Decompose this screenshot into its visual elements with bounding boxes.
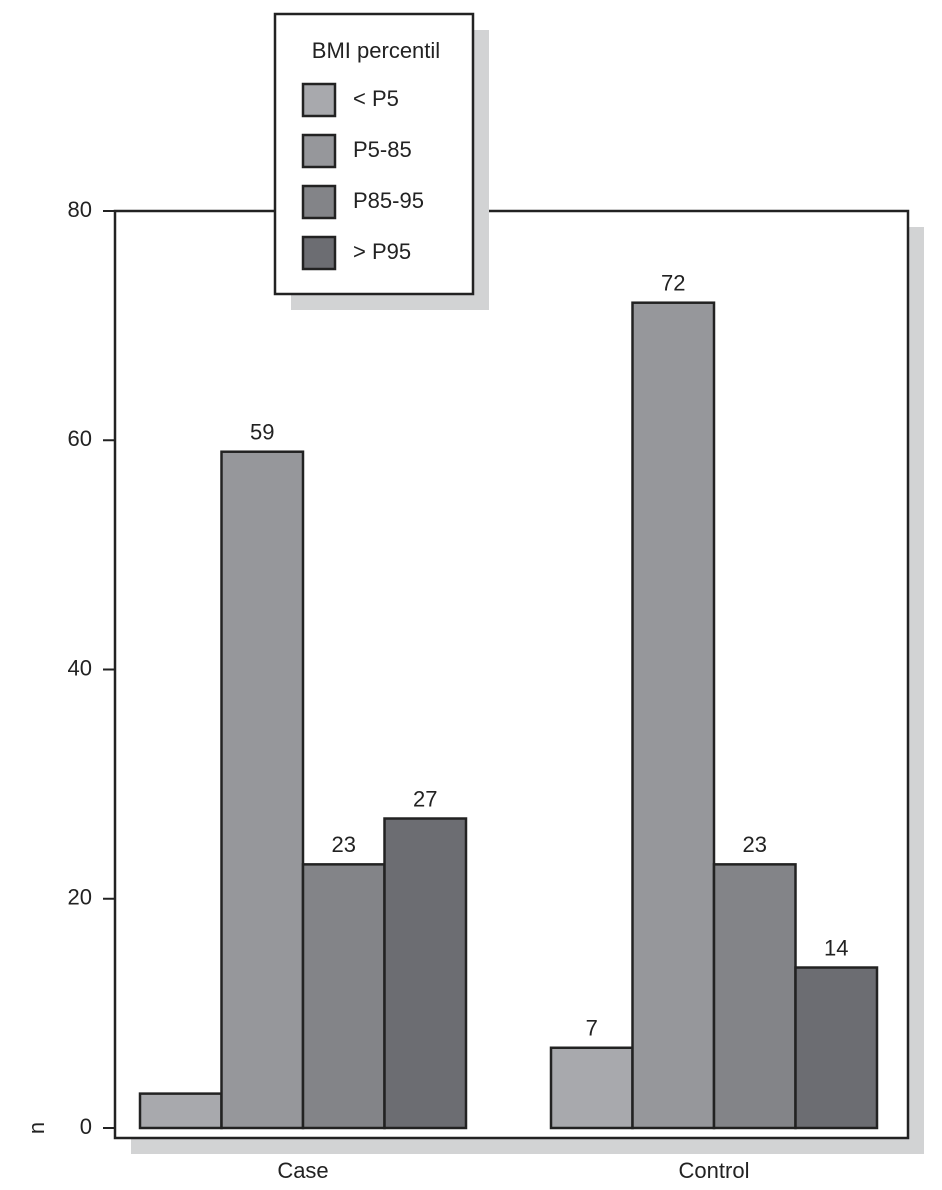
legend-swatch	[301, 82, 337, 118]
bar	[794, 966, 879, 1130]
y-tick-label: 40	[68, 655, 92, 680]
y-tick-label: 80	[68, 197, 92, 222]
bar	[220, 450, 305, 1130]
legend: BMI percentil < P5 P5-85 P85-95 > P95	[273, 12, 489, 310]
y-axis-label: n	[24, 1122, 49, 1134]
legend-swatch	[301, 184, 337, 220]
y-tick-label: 20	[68, 885, 92, 910]
data-label: 72	[661, 271, 685, 296]
legend-label: > P95	[353, 239, 411, 264]
data-label: 7	[586, 1016, 598, 1041]
legend-label: P85-95	[353, 188, 424, 213]
data-label: 23	[332, 832, 356, 857]
legend-label: P5-85	[353, 137, 412, 162]
x-tick-label: Control	[679, 1158, 750, 1183]
data-label: 23	[743, 832, 767, 857]
bar	[712, 863, 797, 1130]
legend-swatch	[301, 133, 337, 169]
y-tick-label: 60	[68, 426, 92, 451]
bar	[631, 301, 716, 1130]
legend-swatch	[301, 235, 337, 271]
data-label: 59	[250, 420, 274, 445]
data-label: 27	[413, 786, 437, 811]
x-tick-label: Case	[277, 1158, 328, 1183]
data-label: 14	[824, 935, 848, 960]
bar	[383, 817, 468, 1130]
y-tick-label: 0	[80, 1114, 92, 1139]
bar	[301, 863, 386, 1130]
legend-title: BMI percentil	[312, 38, 440, 63]
bar	[138, 1092, 223, 1130]
bar	[549, 1046, 634, 1130]
legend-label: < P5	[353, 86, 399, 111]
